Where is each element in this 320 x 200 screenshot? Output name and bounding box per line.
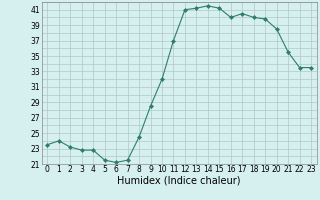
X-axis label: Humidex (Indice chaleur): Humidex (Indice chaleur): [117, 176, 241, 186]
